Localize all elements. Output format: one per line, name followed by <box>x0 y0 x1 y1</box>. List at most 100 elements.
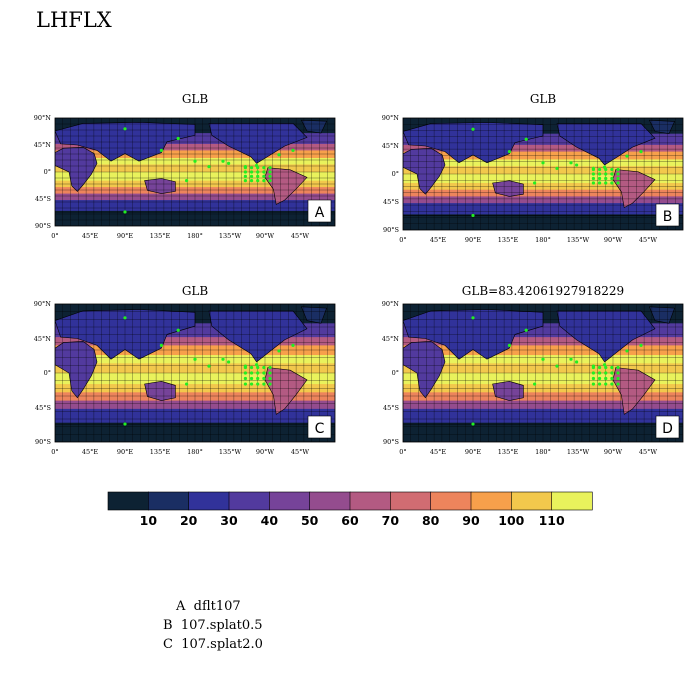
station-marker <box>243 174 247 178</box>
lon-tick-label: 0° <box>51 232 59 240</box>
station-marker <box>591 371 596 375</box>
colorbar-swatch <box>349 491 391 511</box>
station-marker <box>256 170 260 174</box>
map-panel-c <box>55 304 335 442</box>
station-marker <box>610 167 614 172</box>
colorbar-swatch <box>430 491 472 511</box>
station-marker <box>277 153 281 157</box>
lon-tick-label: 135°E <box>497 448 519 456</box>
lon-tick-label: 90°W <box>255 448 275 456</box>
station-marker <box>256 371 260 375</box>
station-marker <box>604 382 608 386</box>
legend-line-a: A dflt107 <box>176 599 241 614</box>
station-marker <box>507 343 511 347</box>
colorbar-label: 20 <box>179 513 198 528</box>
station-marker <box>616 365 620 370</box>
legend-line-b: B 107.splat0.5 <box>163 618 263 633</box>
station-marker <box>471 316 475 320</box>
lon-tick-label: 0° <box>399 448 407 456</box>
station-marker <box>603 363 607 367</box>
station-marker <box>123 210 127 214</box>
station-marker <box>597 167 602 172</box>
station-marker <box>268 376 272 381</box>
station-marker <box>591 176 596 181</box>
station-marker <box>249 382 254 386</box>
station-marker <box>597 365 602 370</box>
lon-tick-label: 135°W <box>218 448 242 456</box>
station-marker <box>471 213 475 218</box>
page-title: LHFLX <box>36 8 112 32</box>
lat-tick-label: 90°N <box>381 300 399 308</box>
station-marker <box>291 148 295 152</box>
station-marker <box>243 179 247 183</box>
station-marker <box>591 376 596 381</box>
station-marker <box>227 161 231 165</box>
station-marker <box>616 371 620 375</box>
station-marker <box>123 422 127 426</box>
station-marker <box>207 165 211 169</box>
panel-title: GLB <box>529 92 557 106</box>
station-marker <box>207 364 211 368</box>
colorbar-label: 40 <box>260 513 279 528</box>
colorbar-label: 30 <box>220 513 238 528</box>
colorbar-swatch <box>228 491 270 511</box>
lon-tick-label: 135°E <box>497 236 519 244</box>
station-marker <box>507 150 511 154</box>
station-marker <box>610 371 614 375</box>
station-marker <box>291 343 295 347</box>
lon-tick-label: 0° <box>399 236 407 244</box>
station-marker <box>249 166 254 170</box>
panel-tag: C <box>315 421 325 437</box>
lat-tick-label: 90°S <box>383 226 399 234</box>
colorbar-label: 60 <box>341 513 359 528</box>
station-marker <box>262 382 266 386</box>
station-marker <box>193 159 197 163</box>
lon-tick-label: 180° <box>535 236 551 244</box>
station-marker <box>616 181 620 185</box>
land-mass <box>144 380 176 401</box>
station-marker <box>597 172 602 176</box>
land-mass <box>612 169 656 209</box>
land-mass <box>556 123 656 166</box>
panel-title: GLB=83.42061927918229 <box>461 284 625 298</box>
lat-tick-label: 45°S <box>383 198 399 206</box>
station-marker <box>604 176 608 181</box>
station-marker <box>597 376 602 381</box>
station-marker <box>249 179 254 183</box>
station-marker <box>243 382 247 386</box>
station-marker <box>639 150 643 154</box>
lat-tick-label: 0° <box>391 170 399 178</box>
lon-tick-label: 45°W <box>638 236 658 244</box>
lon-tick-label: 180° <box>535 448 551 456</box>
colorbar-swatch <box>188 491 230 511</box>
land-mass <box>556 310 656 363</box>
map-panel-b <box>403 118 683 230</box>
station-marker <box>256 179 260 183</box>
station-marker <box>524 137 528 141</box>
colorbar-label: 90 <box>462 513 480 528</box>
colorbar-label: 70 <box>381 513 400 528</box>
map-frame <box>402 303 684 443</box>
map-panel-d <box>403 304 683 442</box>
station-marker <box>604 167 608 172</box>
station-marker <box>591 365 596 370</box>
colorbar-label: 100 <box>498 513 525 528</box>
lat-tick-label: 0° <box>43 369 51 377</box>
station-marker <box>262 179 266 183</box>
panel-tag: B <box>663 209 673 225</box>
colorbar-swatch <box>470 491 512 511</box>
station-marker <box>123 316 127 320</box>
colorbar-swatch <box>309 491 351 511</box>
station-marker <box>268 382 272 386</box>
colorbar-label: 50 <box>300 513 319 528</box>
station-marker <box>569 357 573 361</box>
station-marker <box>533 382 537 386</box>
land-mass <box>55 340 98 399</box>
lon-tick-label: 90°W <box>603 448 623 456</box>
lon-tick-label: 45°W <box>290 448 310 456</box>
lat-tick-label: 0° <box>43 168 51 176</box>
station-marker <box>524 328 528 332</box>
lon-tick-label: 45°E <box>429 236 447 244</box>
panel-tag-box <box>655 415 680 439</box>
station-marker <box>262 166 266 170</box>
